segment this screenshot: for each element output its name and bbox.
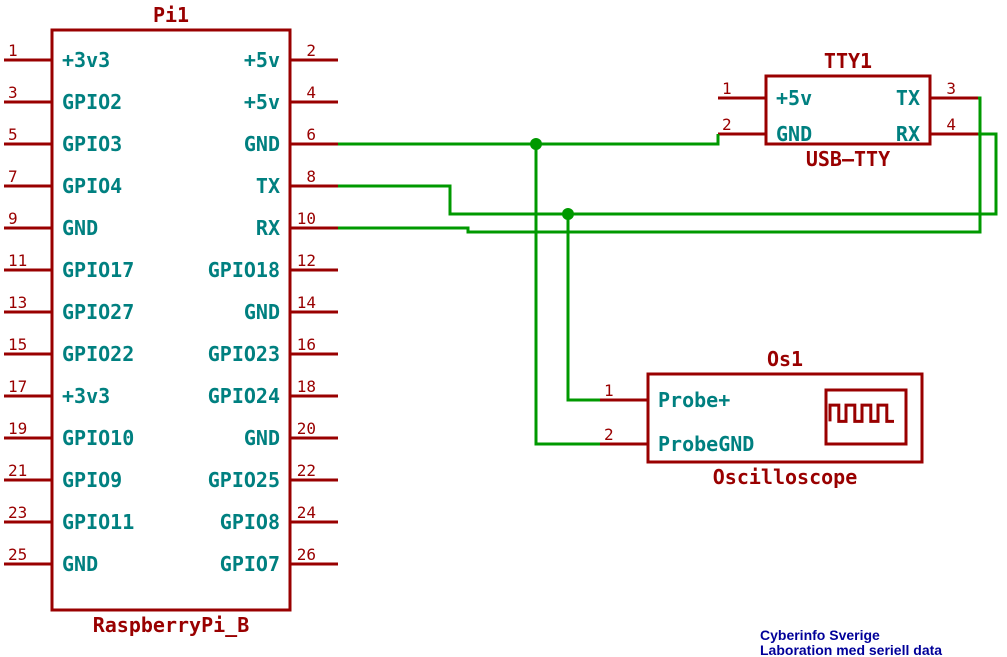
pi-pinlabel-5: GPIO3 xyxy=(62,132,122,156)
os-ref: Os1 xyxy=(767,347,803,371)
pi-pinnum-17: 17 xyxy=(8,377,27,396)
pi-pinlabel-17: +3v3 xyxy=(62,384,110,408)
pi-pinnum-8: 8 xyxy=(306,167,316,186)
pi-pinnum-20: 20 xyxy=(297,419,316,438)
footer-line1: Cyberinfo Sverige xyxy=(760,627,880,643)
pi-pinnum-24: 24 xyxy=(297,503,316,522)
pi-pinlabel-9: GND xyxy=(62,216,98,240)
pi-pinnum-22: 22 xyxy=(297,461,316,480)
pi-pinnum-16: 16 xyxy=(297,335,316,354)
tty-pinnum-2: 2 xyxy=(722,115,732,134)
tty-pinlabel-2: GND xyxy=(776,122,812,146)
footer-line2: Laboration med seriell data xyxy=(760,642,942,657)
schematic-canvas: Pi1RaspberryPi_B1+3v33GPIO25GPIO37GPIO49… xyxy=(0,0,1007,657)
pi-pinnum-23: 23 xyxy=(8,503,27,522)
pi-pinnum-9: 9 xyxy=(8,209,18,228)
pi-pinnum-12: 12 xyxy=(297,251,316,270)
pi-pinlabel-16: GPIO23 xyxy=(208,342,280,366)
pi-ref: Pi1 xyxy=(153,3,189,27)
tty-name: USB–TTY xyxy=(806,147,890,171)
pi-pinlabel-3: GPIO2 xyxy=(62,90,122,114)
pi-pinnum-18: 18 xyxy=(297,377,316,396)
pi-pinlabel-13: GPIO27 xyxy=(62,300,134,324)
os-pinnum-1: 1 xyxy=(604,381,614,400)
pi-pinlabel-10: RX xyxy=(256,216,280,240)
pi-pinnum-3: 3 xyxy=(8,83,18,102)
pi-name: RaspberryPi_B xyxy=(93,613,250,637)
pi-pinlabel-7: GPIO4 xyxy=(62,174,122,198)
pi-pinlabel-6: GND xyxy=(244,132,280,156)
pi-pinlabel-11: GPIO17 xyxy=(62,258,134,282)
pi-pinlabel-24: GPIO8 xyxy=(220,510,280,534)
pi-pinnum-1: 1 xyxy=(8,41,18,60)
pi-pinlabel-12: GPIO18 xyxy=(208,258,280,282)
pi-pinnum-19: 19 xyxy=(8,419,27,438)
pi-pinlabel-2: +5v xyxy=(244,48,280,72)
pi-pinnum-10: 10 xyxy=(297,209,316,228)
wire-tx-rx xyxy=(338,134,996,214)
pi-pinlabel-26: GPIO7 xyxy=(220,552,280,576)
tty-pinnum-3: 3 xyxy=(946,79,956,98)
pi-pinnum-11: 11 xyxy=(8,251,27,270)
tty-pinnum-4: 4 xyxy=(946,115,956,134)
pi-pinlabel-19: GPIO10 xyxy=(62,426,134,450)
tty-pinlabel-4: RX xyxy=(896,122,920,146)
tty-pinlabel-3: TX xyxy=(896,86,920,110)
wire-probe-plus xyxy=(568,214,600,400)
pi-pinlabel-18: GPIO24 xyxy=(208,384,280,408)
tty-pinlabel-1: +5v xyxy=(776,86,812,110)
pi-pinnum-26: 26 xyxy=(297,545,316,564)
pi-pinlabel-1: +3v3 xyxy=(62,48,110,72)
pi-pinnum-13: 13 xyxy=(8,293,27,312)
pi-pinlabel-4: +5v xyxy=(244,90,280,114)
pi-pinnum-5: 5 xyxy=(8,125,18,144)
tty-pinnum-1: 1 xyxy=(722,79,732,98)
wire-gnd xyxy=(338,134,718,144)
pi-pinnum-25: 25 xyxy=(8,545,27,564)
pi-pinlabel-21: GPIO9 xyxy=(62,468,122,492)
oscilloscope-wave-icon xyxy=(830,405,894,421)
os-pinlabel-1: Probe+ xyxy=(658,388,730,412)
pi-pinlabel-23: GPIO11 xyxy=(62,510,134,534)
tty-ref: TTY1 xyxy=(824,49,872,73)
pi-pinlabel-8: TX xyxy=(256,174,280,198)
os-pinnum-2: 2 xyxy=(604,425,614,444)
pi-pinnum-15: 15 xyxy=(8,335,27,354)
pi-pinnum-6: 6 xyxy=(306,125,316,144)
pi-pinlabel-22: GPIO25 xyxy=(208,468,280,492)
os-pinlabel-2: ProbeGND xyxy=(658,432,754,456)
pi-pinlabel-14: GND xyxy=(244,300,280,324)
os-name: Oscilloscope xyxy=(713,465,858,489)
pi-pinnum-14: 14 xyxy=(297,293,316,312)
pi-pinnum-7: 7 xyxy=(8,167,18,186)
pi-pinnum-4: 4 xyxy=(306,83,316,102)
pi-pinlabel-20: GND xyxy=(244,426,280,450)
pi-pinnum-21: 21 xyxy=(8,461,27,480)
pi-pinlabel-15: GPIO22 xyxy=(62,342,134,366)
pi-pinlabel-25: GND xyxy=(62,552,98,576)
pi-pinnum-2: 2 xyxy=(306,41,316,60)
